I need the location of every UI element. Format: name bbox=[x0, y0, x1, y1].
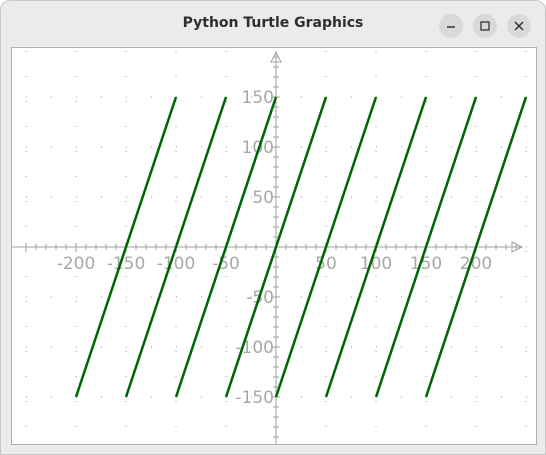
y-tick-label: -150 bbox=[235, 388, 274, 408]
series-line bbox=[274, 96, 378, 398]
x-tick-label: 50 bbox=[315, 254, 337, 274]
x-tick-label: 200 bbox=[460, 254, 492, 274]
window-title: Python Turtle Graphics bbox=[182, 15, 364, 31]
y-tick-label: 50 bbox=[252, 188, 274, 208]
y-tick-label: 150 bbox=[242, 88, 274, 108]
maximize-icon bbox=[480, 21, 490, 31]
series-line bbox=[424, 96, 528, 398]
x-tick-label: -50 bbox=[212, 254, 240, 274]
series-line bbox=[324, 96, 428, 398]
close-icon bbox=[514, 21, 524, 31]
x-tick-label: -200 bbox=[57, 254, 96, 274]
minimize-button[interactable] bbox=[439, 14, 463, 38]
turtle-canvas[interactable]: -200 -150 -100 -50 50 100 150 200 150 100 50 -50 -10… bbox=[11, 47, 537, 445]
x-tick-label: 100 bbox=[360, 254, 392, 274]
series-line bbox=[124, 96, 228, 398]
title-bar[interactable]: Python Turtle Graphics bbox=[1, 1, 545, 47]
series-line bbox=[224, 96, 328, 398]
plot-area: -200 -150 -100 -50 50 100 150 20015010050-50-10… bbox=[12, 48, 536, 444]
maximize-button[interactable] bbox=[473, 14, 497, 38]
x-tick-label: -100 bbox=[157, 254, 196, 274]
close-button[interactable] bbox=[507, 14, 531, 38]
x-tick-label: 150 bbox=[410, 254, 442, 274]
series-line bbox=[374, 96, 478, 398]
minimize-icon bbox=[447, 26, 455, 28]
x-axis-arrow-icon bbox=[511, 241, 524, 253]
x-tick-label: -150 bbox=[107, 254, 146, 274]
series-line bbox=[174, 96, 278, 398]
series-line bbox=[74, 96, 178, 398]
